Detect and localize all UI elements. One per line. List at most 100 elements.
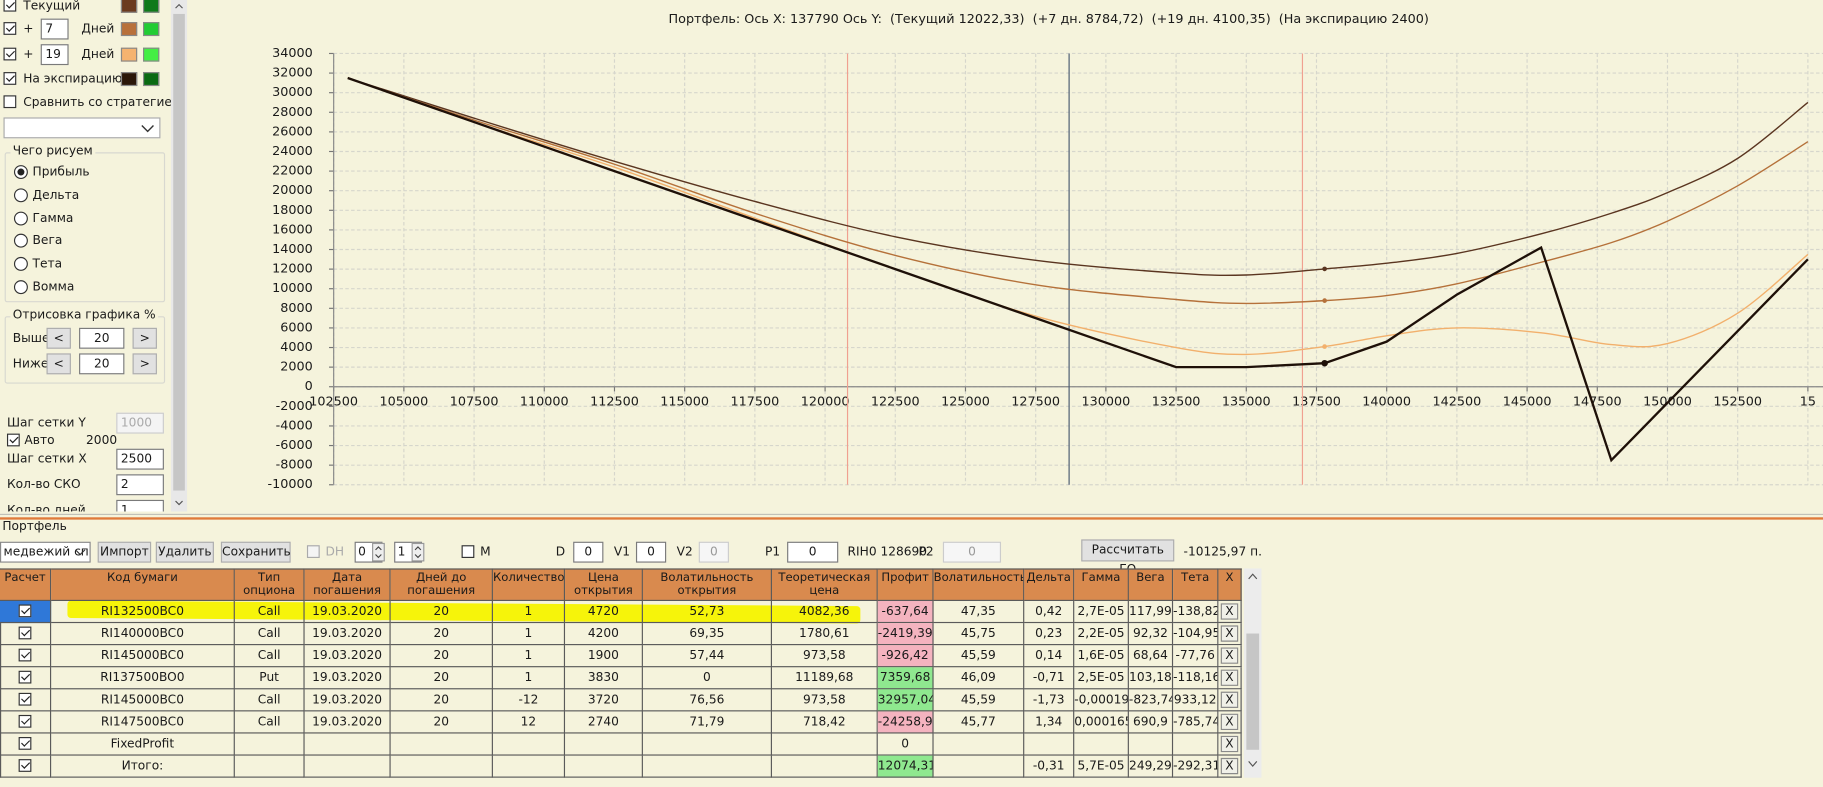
grid-x-input[interactable]: 2500 — [116, 448, 164, 470]
scrollbar-thumb[interactable] — [173, 13, 185, 491]
line-checkbox[interactable] — [3, 72, 17, 85]
table-cell: 19.03.2020 — [304, 601, 391, 624]
x-tick-label: 125000 — [941, 394, 990, 409]
radio-button[interactable] — [13, 257, 28, 272]
strategy-dropdown[interactable] — [3, 117, 161, 139]
delete-row-button[interactable]: X — [1218, 601, 1242, 624]
delete-row-button[interactable]: X — [1218, 667, 1242, 690]
increase-button[interactable]: > — [132, 353, 157, 375]
param-input[interactable]: 0 — [573, 541, 604, 563]
param-input[interactable]: 0 — [698, 541, 729, 563]
column-header: Волатильность — [933, 568, 1025, 602]
auto-checkbox[interactable] — [6, 433, 20, 447]
strategy-select[interactable]: медвежий спр — [0, 541, 91, 563]
line-checkbox[interactable] — [3, 22, 17, 35]
color-swatch[interactable] — [143, 22, 160, 37]
spin-arrows[interactable] — [411, 542, 425, 562]
table-cell — [234, 755, 305, 778]
radio-label: Вомма — [32, 280, 75, 295]
days-count-input[interactable]: 1 — [116, 499, 164, 512]
param-label: V2 — [676, 545, 693, 560]
row-checkbox[interactable] — [18, 692, 32, 706]
calc-go-button[interactable]: Рассчитать ГО — [1081, 538, 1175, 576]
table-cell — [642, 733, 772, 756]
spin-arrows[interactable] — [372, 542, 385, 562]
column-header: Теоретическая цена — [771, 568, 878, 602]
table-cell: 20 — [390, 601, 493, 624]
row-checkbox[interactable] — [18, 714, 32, 728]
scrollbar-thumb[interactable] — [1246, 633, 1260, 750]
m-checkbox[interactable] — [461, 545, 475, 558]
x-tick-label: 127500 — [1011, 394, 1060, 409]
delete-row-button[interactable]: X — [1218, 623, 1242, 646]
param-input[interactable]: 0 — [787, 541, 839, 563]
go-value: -10125,97 п. — [1183, 545, 1262, 560]
color-swatch[interactable] — [120, 72, 138, 87]
table-cell: 19.03.2020 — [304, 689, 391, 712]
table-cell — [1074, 733, 1129, 756]
line-checkbox[interactable] — [3, 47, 17, 61]
dropdown-arrow — [141, 125, 154, 133]
delete-row-button[interactable]: X — [1218, 755, 1242, 778]
scrollbar[interactable] — [170, 0, 188, 512]
table-cell: Call — [234, 689, 305, 712]
sko-input[interactable]: 2 — [116, 474, 164, 496]
radio-button[interactable] — [13, 165, 28, 180]
row-checkbox[interactable] — [18, 648, 32, 662]
compare-checkbox[interactable] — [3, 95, 17, 109]
y-tick-label: 26000 — [272, 124, 313, 139]
auto-value: 2000 — [86, 433, 118, 448]
y-tick-label: 18000 — [272, 203, 313, 218]
compare-label: Сравнить со стратегией — [23, 95, 180, 110]
table-scrollbar[interactable] — [1244, 568, 1262, 778]
delete-row-button[interactable]: X — [1218, 689, 1242, 712]
scroll-arrows — [1248, 573, 1258, 767]
y-tick-label: 14000 — [272, 242, 313, 257]
delete-row-button[interactable]: X — [1218, 711, 1242, 734]
chart: Портфель: Ось X: 137790 Ось Y: (Текущий … — [268, 12, 1823, 492]
save-button[interactable]: Сохранить — [220, 541, 291, 563]
param-input[interactable]: 0 — [635, 541, 667, 563]
table-cell: Put — [234, 667, 305, 690]
color-swatch[interactable] — [120, 22, 138, 37]
table-cell: Итого: — [51, 755, 235, 778]
radio-button[interactable] — [13, 234, 28, 249]
color-swatch[interactable] — [143, 47, 160, 62]
dh-checkbox[interactable] — [306, 545, 320, 558]
row-checkbox[interactable] — [18, 737, 32, 750]
column-header: Код бумаги — [51, 568, 235, 602]
table-cell: 20 — [390, 711, 493, 734]
delete-row-button[interactable]: X — [1218, 645, 1242, 668]
table-cell: -0,000198 — [1074, 689, 1129, 712]
import-button[interactable]: Импорт — [97, 541, 152, 563]
table-cell — [1024, 733, 1075, 756]
table-cell: -637,64 — [877, 601, 934, 624]
decrease-button[interactable]: < — [46, 327, 71, 349]
portfolio-title: Портфель — [2, 519, 67, 534]
delete-row-button[interactable]: X — [1218, 733, 1242, 756]
radio-button[interactable] — [13, 211, 28, 226]
color-swatch[interactable] — [143, 72, 160, 87]
render-input[interactable]: 20 — [79, 327, 125, 349]
days-input[interactable]: 19 — [40, 44, 69, 66]
color-swatch[interactable] — [120, 0, 138, 13]
radio-button[interactable] — [13, 188, 28, 203]
row-checkbox[interactable] — [18, 626, 32, 640]
row-checkbox[interactable] — [18, 759, 32, 772]
render-input[interactable]: 20 — [79, 353, 125, 375]
days-input[interactable]: 7 — [40, 18, 69, 40]
param-input[interactable]: 0 — [942, 541, 1002, 563]
radio-button[interactable] — [13, 280, 28, 295]
x-tick-label: 120000 — [801, 394, 850, 409]
increase-button[interactable]: > — [132, 327, 157, 349]
delete-button[interactable]: Удалить — [155, 541, 214, 563]
row-checkbox[interactable] — [18, 670, 32, 684]
color-swatch[interactable] — [120, 47, 138, 62]
decrease-button[interactable]: < — [46, 353, 71, 375]
line-label: Текущий — [23, 0, 81, 13]
row-checkbox[interactable] — [18, 604, 32, 618]
grid-y-input[interactable]: 1000 — [116, 412, 164, 434]
x-tick-label: 105000 — [380, 394, 429, 409]
color-swatch[interactable] — [143, 0, 160, 13]
line-checkbox[interactable] — [3, 0, 17, 12]
